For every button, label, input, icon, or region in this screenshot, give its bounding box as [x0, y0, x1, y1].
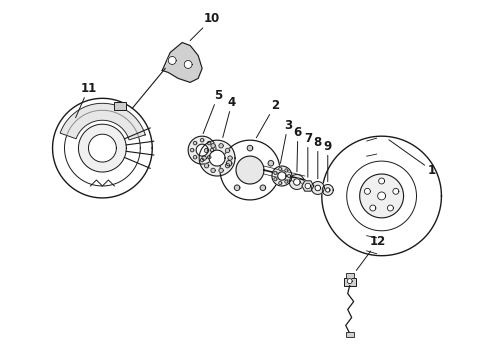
Text: 9: 9	[323, 140, 332, 182]
Polygon shape	[225, 148, 230, 153]
Polygon shape	[311, 181, 324, 194]
Polygon shape	[379, 178, 385, 184]
Polygon shape	[274, 177, 277, 181]
Polygon shape	[290, 175, 304, 189]
Polygon shape	[89, 134, 116, 162]
Text: 2: 2	[256, 99, 279, 138]
Polygon shape	[162, 42, 202, 82]
Text: 3: 3	[280, 119, 292, 163]
Text: 1: 1	[389, 140, 436, 176]
Polygon shape	[220, 140, 280, 200]
Polygon shape	[274, 171, 277, 175]
Polygon shape	[200, 158, 204, 162]
Polygon shape	[322, 136, 441, 256]
Text: 10: 10	[190, 12, 220, 41]
Polygon shape	[60, 103, 145, 140]
Polygon shape	[228, 156, 232, 160]
Text: 5: 5	[203, 89, 222, 134]
Polygon shape	[279, 181, 282, 185]
Polygon shape	[285, 180, 288, 183]
Polygon shape	[219, 168, 223, 172]
Polygon shape	[211, 144, 215, 148]
Polygon shape	[294, 179, 300, 185]
Polygon shape	[78, 124, 126, 172]
Polygon shape	[209, 150, 225, 166]
Text: 7: 7	[304, 132, 312, 177]
Text: 12: 12	[356, 235, 386, 270]
Polygon shape	[393, 188, 399, 194]
Text: 11: 11	[75, 82, 97, 118]
Polygon shape	[210, 148, 214, 152]
Polygon shape	[219, 144, 223, 148]
Text: 8: 8	[314, 136, 322, 179]
Polygon shape	[225, 163, 230, 168]
Polygon shape	[278, 172, 286, 180]
Bar	[346, 332, 354, 337]
Text: 6: 6	[294, 126, 302, 172]
Polygon shape	[196, 144, 208, 156]
Polygon shape	[207, 141, 211, 145]
Bar	[346, 273, 354, 278]
Polygon shape	[247, 145, 253, 151]
Polygon shape	[204, 148, 209, 153]
Polygon shape	[168, 57, 176, 64]
Polygon shape	[226, 161, 232, 166]
Polygon shape	[234, 185, 240, 190]
Polygon shape	[285, 169, 288, 172]
Text: 4: 4	[223, 96, 236, 138]
Polygon shape	[370, 205, 376, 211]
Polygon shape	[193, 141, 197, 145]
Polygon shape	[305, 183, 311, 189]
Polygon shape	[360, 174, 404, 218]
Polygon shape	[279, 167, 282, 171]
Polygon shape	[184, 60, 192, 68]
Polygon shape	[193, 156, 197, 159]
Polygon shape	[378, 192, 386, 200]
Polygon shape	[347, 279, 352, 284]
Bar	[114, 102, 126, 110]
Polygon shape	[365, 188, 370, 194]
Polygon shape	[200, 138, 204, 142]
Polygon shape	[322, 184, 333, 195]
Polygon shape	[260, 185, 266, 190]
Polygon shape	[199, 140, 235, 176]
Polygon shape	[52, 98, 152, 198]
Polygon shape	[288, 175, 291, 177]
Polygon shape	[236, 156, 264, 184]
Bar	[343, 278, 356, 285]
Polygon shape	[325, 188, 330, 192]
Polygon shape	[204, 163, 209, 168]
Polygon shape	[388, 205, 393, 211]
Polygon shape	[202, 156, 206, 160]
Polygon shape	[302, 181, 314, 191]
Polygon shape	[211, 168, 215, 172]
Polygon shape	[188, 136, 216, 164]
Polygon shape	[315, 185, 320, 191]
Polygon shape	[207, 156, 211, 159]
Polygon shape	[272, 166, 292, 186]
Polygon shape	[268, 161, 273, 166]
Polygon shape	[190, 148, 194, 152]
